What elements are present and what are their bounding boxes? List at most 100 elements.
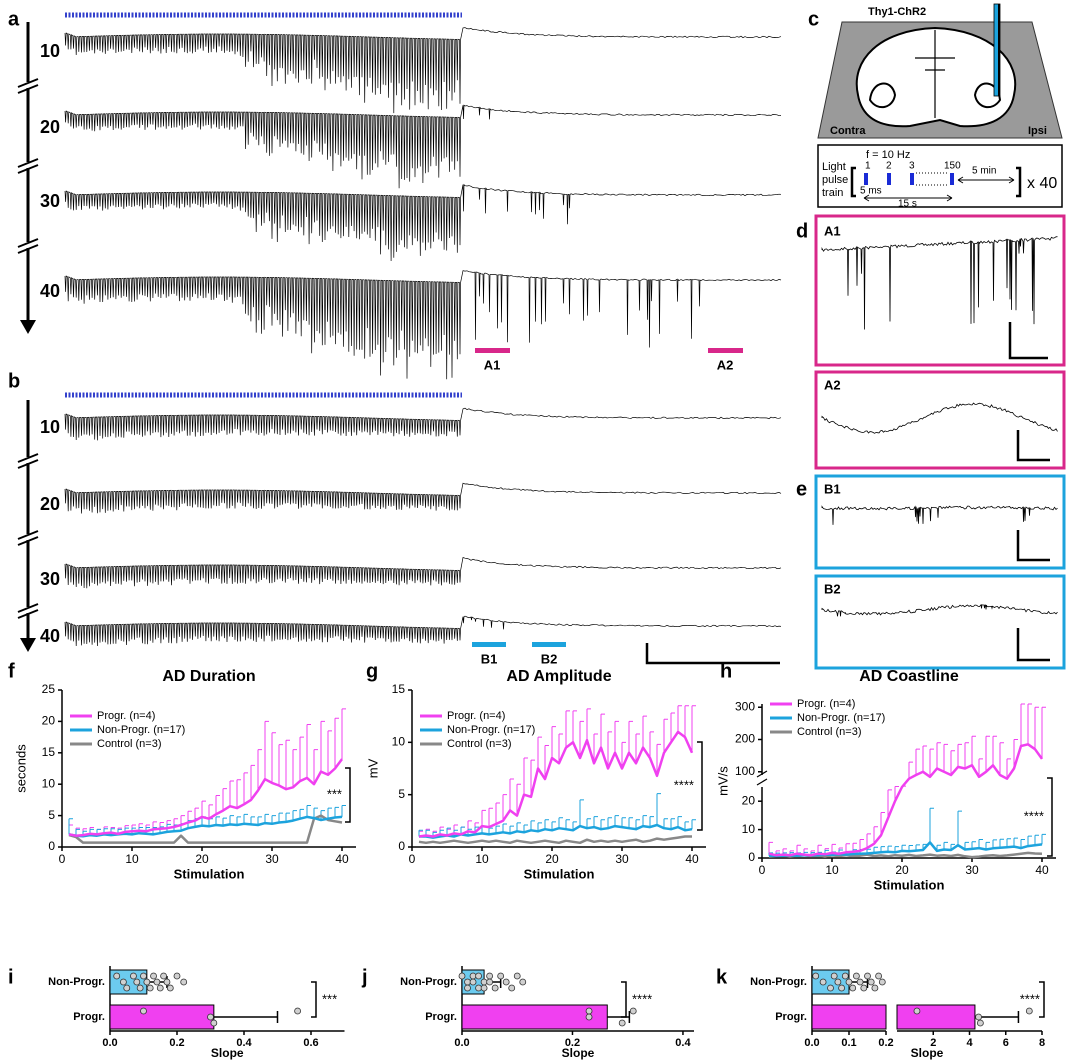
- error-bar: [831, 843, 836, 853]
- strain-label: Thy1-ChR2: [868, 6, 926, 18]
- error-bar: [999, 838, 1004, 848]
- error-bar: [481, 809, 486, 827]
- x-tick-label: 6: [1003, 1037, 1009, 1049]
- error-bar: [614, 815, 619, 827]
- error-bar: [292, 810, 297, 821]
- pulse-number: 3: [909, 161, 915, 172]
- legend-label: Progr. (n=4): [797, 698, 855, 710]
- error-bar: [1006, 838, 1011, 848]
- marker-a2: [708, 348, 743, 353]
- legend-label: Non-Progr. (n=17): [447, 724, 535, 736]
- error-bar: [614, 720, 619, 753]
- panel-letter: d: [796, 220, 808, 242]
- error-bar: [320, 720, 325, 772]
- error-bar: [292, 749, 297, 788]
- row-label: 10: [40, 41, 60, 61]
- error-bar: [530, 820, 535, 831]
- error-bar: [537, 736, 542, 769]
- error-bar: [635, 819, 640, 830]
- error-bar: [621, 817, 626, 828]
- error-bar: [257, 749, 262, 791]
- x-tick-label: 8: [1039, 1037, 1045, 1049]
- error-bar: [663, 818, 668, 829]
- y-tick-label: 15: [392, 682, 406, 696]
- panel-letter: i: [8, 966, 14, 988]
- data-point: [136, 984, 144, 992]
- data-point: [146, 984, 154, 992]
- trace: [64, 557, 782, 589]
- x-tick-label: 10: [125, 852, 139, 866]
- midline: [915, 30, 955, 118]
- error-bar: [271, 732, 276, 783]
- data-point: [140, 972, 147, 980]
- y-tick-label: 300: [735, 699, 755, 713]
- data-point: [156, 984, 164, 992]
- side-label: Ipsi: [1028, 125, 1047, 137]
- data-point: [133, 978, 141, 986]
- y-tick-label: 100: [735, 764, 755, 778]
- y-tick-label: 0: [48, 839, 55, 853]
- x-tick-label: 0.2: [565, 1037, 580, 1049]
- x-tick-label: 40: [335, 852, 349, 866]
- error-bar: [215, 795, 220, 815]
- series-line: [418, 835, 692, 845]
- data-point: [143, 978, 151, 986]
- error-bar: [502, 794, 507, 821]
- error-bar: [271, 815, 276, 824]
- error-bar: [544, 819, 549, 830]
- axis-break-mark: [756, 770, 768, 786]
- data-point: [458, 972, 466, 980]
- bracket-left: [850, 166, 856, 198]
- data-point: [860, 984, 868, 992]
- duration-arrow: [863, 194, 953, 202]
- data-point: [497, 972, 505, 980]
- data-point: [113, 972, 121, 980]
- trace: [821, 505, 1058, 525]
- x-axis-label: Slope: [211, 1046, 244, 1060]
- error-bar: [964, 742, 969, 769]
- y-tick-label: 25: [42, 682, 56, 696]
- significance-bracket: [311, 981, 317, 1018]
- error-bar: [313, 749, 318, 785]
- marker-label: A2: [717, 357, 734, 372]
- significance-label: ****: [632, 991, 652, 1006]
- data-point: [294, 1007, 302, 1015]
- category-label: Non-Progr.: [48, 976, 105, 988]
- pulse: [950, 173, 954, 185]
- error-bar: [264, 720, 269, 780]
- trace: [64, 183, 782, 262]
- panel-letter: g: [366, 660, 378, 682]
- error-bar: [684, 821, 689, 831]
- error-bar: [978, 758, 983, 777]
- y-tick-label: 0: [748, 850, 755, 864]
- error-bar: [327, 807, 332, 819]
- error-bar: [593, 733, 598, 764]
- significance-label: ***: [322, 991, 337, 1006]
- error-bar: [1027, 835, 1032, 847]
- error-bar: [992, 839, 997, 849]
- arrow-head: [20, 638, 36, 652]
- error-bar: [950, 750, 955, 775]
- series-line: [418, 730, 694, 838]
- error-bar: [334, 717, 339, 769]
- data-point: [975, 1013, 982, 1021]
- row-label: 20: [40, 117, 60, 137]
- error-bar: [523, 757, 528, 795]
- x-tick-label: 10: [475, 852, 489, 866]
- frequency-label: f = 10 Hz: [866, 149, 910, 161]
- x-tick-label: 0: [409, 852, 416, 866]
- pulse-number: 150: [944, 161, 961, 172]
- error-bar: [530, 759, 535, 797]
- error-bar: [642, 815, 647, 827]
- panel-letter: f: [8, 660, 15, 682]
- protocol-box: [817, 144, 1063, 208]
- error-bar: [502, 823, 507, 833]
- trace-label: A1: [824, 223, 841, 238]
- x-tick-label: 0.1: [841, 1037, 856, 1049]
- data-point: [210, 1019, 218, 1027]
- data-point: [871, 984, 879, 992]
- data-point: [207, 1013, 214, 1021]
- side-label: Contra: [830, 125, 866, 137]
- panel-letter: k: [716, 966, 728, 988]
- error-bar: [957, 810, 962, 846]
